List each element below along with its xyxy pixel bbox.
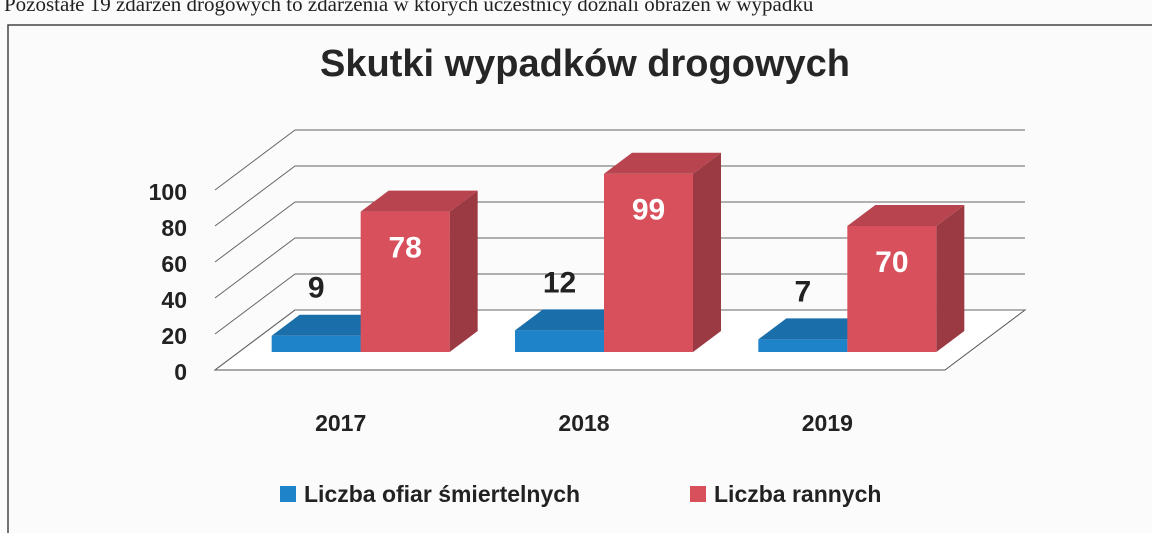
y-tick-label: 80 [161, 215, 187, 241]
bar-side [693, 152, 721, 352]
grid-line [214, 309, 1025, 371]
value-label: 99 [632, 194, 665, 227]
grid-line [214, 129, 1025, 191]
chart: 0 20 40 60 80 100 2017 9 78 2018 12 99 2019 7 70 Liczba… [149, 129, 1027, 507]
y-tick-label: 0 [174, 359, 187, 385]
grid-line [214, 201, 1025, 263]
x-tick-label: 2018 [558, 410, 609, 436]
bar-top [847, 205, 965, 226]
value-label: 7 [794, 275, 811, 308]
legend-label: Liczba rannych [714, 481, 881, 507]
bar [847, 205, 965, 352]
x-tick-label: 2019 [802, 410, 853, 436]
frame [7, 24, 1152, 533]
grid-line [214, 237, 1025, 299]
bar-front [758, 339, 848, 352]
y-tick-label: 60 [161, 251, 187, 277]
value-label: 70 [875, 246, 908, 279]
chart-title: Skutki wypadków drogowych [320, 43, 850, 85]
value-label: 9 [308, 272, 325, 305]
y-tick-label: 100 [149, 179, 187, 205]
value-label: 12 [543, 266, 576, 299]
x-tick-label: 2017 [315, 410, 366, 436]
bar-front [360, 211, 450, 352]
value-label: 78 [388, 232, 421, 265]
y-tick-label: 20 [161, 323, 187, 349]
y-tick-label: 40 [161, 287, 187, 313]
bar-front [847, 226, 937, 352]
grid-line [214, 273, 1025, 335]
bar-side [449, 190, 478, 352]
bar-front [604, 173, 693, 352]
bar [604, 152, 721, 352]
legend-swatch [280, 486, 296, 502]
header-text: Pozostałe 19 zdarzeń drogowych to zdarze… [4, 0, 814, 16]
legend-swatch [690, 486, 706, 502]
bar-front [515, 330, 604, 352]
legend-label: Liczba ofiar śmiertelnych [304, 481, 580, 507]
bar-top [604, 152, 721, 174]
bar-top [360, 190, 478, 212]
bar-top [515, 309, 632, 331]
bar [360, 190, 478, 352]
bar-top [271, 314, 389, 336]
bar-side [936, 205, 965, 352]
bar-top [758, 318, 876, 340]
grid-line [214, 165, 1025, 227]
bar-front [271, 335, 361, 352]
